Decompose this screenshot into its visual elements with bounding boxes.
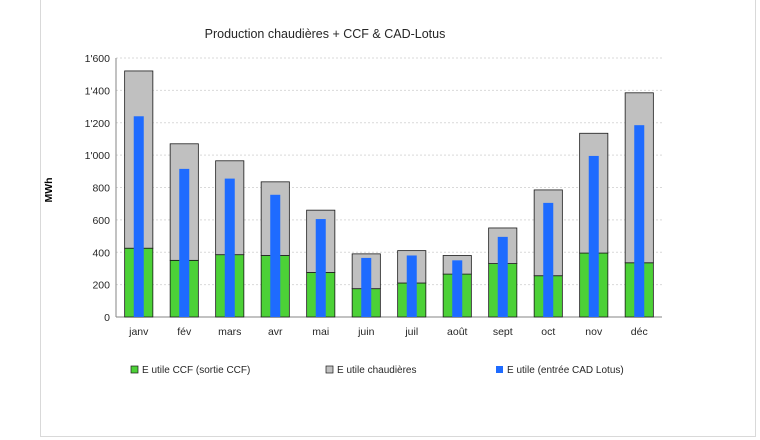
- bar-cad-lotus-juil: [406, 255, 417, 317]
- y-axis-label: MWh: [43, 177, 55, 202]
- y-tick-label: 1'200: [85, 118, 111, 130]
- x-tick-label: sept: [493, 326, 513, 338]
- bar-cad-lotus-mai: [315, 219, 326, 317]
- bar-cad-lotus-août: [452, 260, 463, 317]
- x-tick-label: janv: [128, 326, 149, 338]
- y-tick-label: 0: [104, 312, 110, 324]
- legend-swatch: [325, 365, 334, 374]
- y-tick-label: 200: [92, 280, 110, 292]
- y-tick-label: 1'000: [85, 150, 111, 162]
- bar-cad-lotus-fév: [179, 168, 190, 317]
- bar-cad-lotus-avr: [270, 194, 281, 317]
- bar-cad-lotus-mars: [224, 178, 235, 317]
- y-tick-label: 400: [92, 247, 110, 259]
- legend-label: E utile (entrée CAD Lotus): [507, 365, 624, 376]
- bar-cad-lotus-sept: [497, 236, 508, 317]
- x-tick-label: juil: [404, 326, 418, 338]
- x-tick-label: mai: [312, 326, 329, 338]
- y-tick-label: 1'400: [85, 85, 111, 97]
- bar-cad-lotus-oct: [543, 202, 554, 317]
- bar-cad-lotus-nov: [588, 155, 599, 317]
- bars: [124, 70, 654, 318]
- chart-title: Production chaudières + CCF & CAD-Lotus: [205, 27, 446, 41]
- y-tick-label: 800: [92, 183, 110, 195]
- x-tick-label: avr: [268, 326, 283, 338]
- x-ticks: janv fév mars avr mai juin juil août sept oct nov d…: [128, 326, 648, 338]
- x-tick-label: mars: [218, 326, 241, 338]
- x-tick-label: oct: [541, 326, 555, 338]
- legend-swatch: [130, 365, 139, 374]
- x-tick-label: août: [447, 326, 468, 338]
- x-tick-label: déc: [631, 326, 648, 338]
- x-tick-label: nov: [585, 326, 603, 338]
- legend: E utile CCF (sortie CCF) E utile chaudièr…: [130, 365, 624, 376]
- y-tick-label: 600: [92, 215, 110, 227]
- legend-label: E utile CCF (sortie CCF): [142, 365, 250, 376]
- legend-label: E utile chaudières: [337, 365, 417, 376]
- legend-swatch: [496, 366, 503, 373]
- bar-cad-lotus-déc: [634, 125, 645, 317]
- bar-cad-lotus-juin: [361, 257, 372, 317]
- x-tick-label: fév: [177, 326, 192, 338]
- bar-cad-lotus-janv: [133, 116, 144, 318]
- gridlines: [115, 57, 662, 318]
- x-tick-label: juin: [357, 326, 375, 338]
- y-tick-label: 1'600: [85, 53, 111, 65]
- y-ticks: 0 200 400 600 800 1'000 1'200 1'400 1'600: [85, 53, 111, 324]
